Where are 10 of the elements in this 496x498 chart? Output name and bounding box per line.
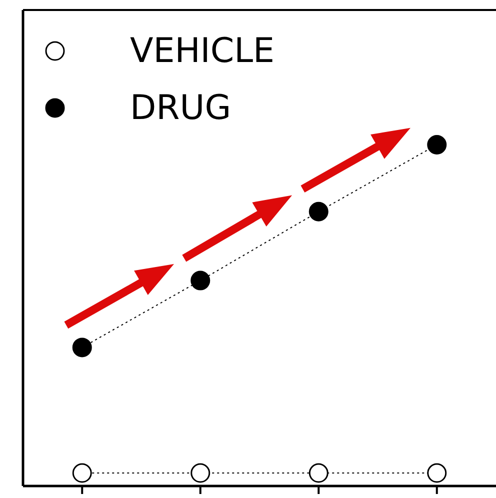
point: [427, 134, 447, 154]
point: [72, 338, 92, 358]
point: [308, 463, 328, 483]
point: [190, 270, 210, 290]
legend-label: VEHICLE: [130, 30, 274, 70]
point: [72, 463, 92, 483]
point: [427, 463, 447, 483]
legend-label: DRUG: [130, 88, 232, 128]
point: [190, 463, 210, 483]
point: [308, 202, 328, 222]
